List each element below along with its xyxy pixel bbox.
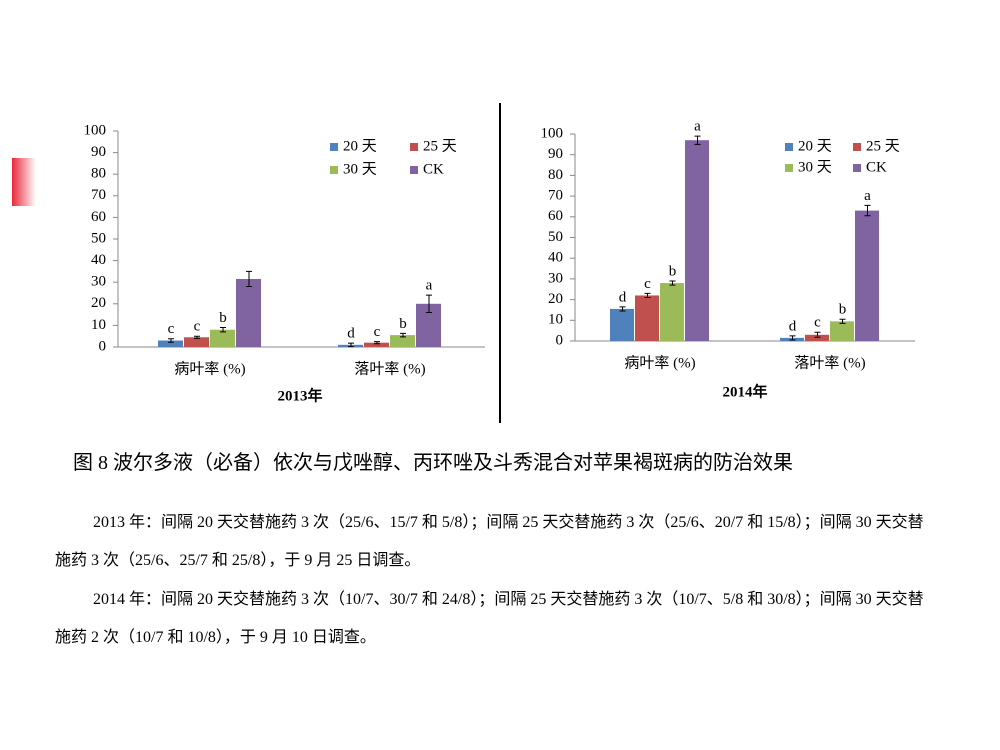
error-bar [348,342,354,348]
y-tick-label: 50 [91,230,106,246]
legend-swatch [853,164,861,172]
legend-swatch [785,164,793,172]
x-tick-label: 落叶率 (%) [794,354,865,371]
bar [805,334,829,341]
significance-label: a [426,278,433,294]
bar [855,210,879,341]
y-tick-label: 90 [91,144,106,160]
y-tick-label: 30 [91,274,106,290]
error-bar [194,335,200,339]
significance-label: d [347,326,355,342]
significance-label: c [168,321,175,337]
legend-label: 20 天 [343,138,377,154]
bar [158,340,183,347]
significance-label: d [789,318,797,334]
error-bar [246,270,252,288]
error-bar [669,280,676,286]
y-tick-label: 30 [548,270,563,286]
y-tick-label: 20 [91,295,106,311]
figure-caption: 图 8 波尔多液（必备）依次与戊唑醇、丙环唑及斗秀混合对苹果褐斑病的防治效果 [73,452,793,474]
bar [610,308,634,341]
significance-label: a [864,188,871,204]
error-bar [789,335,796,341]
legend-swatch [330,143,338,151]
legend-label: 25 天 [866,138,900,154]
significance-label: b [219,310,227,326]
paragraph: 2013 年：间隔 20 天交替施药 3 次（25/6、15/7 和 5/8）；… [55,514,924,569]
bar [830,321,854,341]
legend-swatch [330,166,338,174]
y-tick-label: 60 [548,208,563,224]
significance-label: c [644,276,651,292]
chart-title: 2014年 [722,382,767,400]
x-tick-label: 病叶率 (%) [624,354,695,371]
legend-swatch [410,143,418,151]
significance-label: b [839,302,847,318]
significance-label: b [399,316,407,332]
y-tick-label: 40 [548,250,563,266]
bar [390,335,415,347]
legend-swatch [853,143,861,151]
significance-label: d [619,289,627,305]
y-tick-label: 0 [99,338,107,354]
significance-label: c [814,315,821,331]
significance-label: a [694,119,701,135]
paragraph: 2014 年：间隔 20 天交替施药 3 次（10/7、30/7 和 24/8）… [55,591,924,646]
legend-label: 20 天 [798,138,832,154]
bar [236,278,261,347]
y-tick-label: 100 [541,125,564,141]
bar [660,283,684,341]
y-tick-label: 90 [548,146,563,162]
y-tick-label: 80 [548,167,563,183]
legend-label: CK [866,159,887,175]
error-bar [839,318,846,324]
legend-label: 25 天 [423,138,457,154]
y-tick-label: 70 [548,188,563,204]
legend-swatch [410,166,418,174]
y-tick-label: 0 [556,332,564,348]
y-tick-label: 10 [548,312,563,328]
y-tick-label: 40 [91,252,106,268]
error-bar [168,338,174,343]
error-bar [374,341,380,345]
bar [635,295,659,341]
legend-swatch [785,143,793,151]
error-bar [426,294,432,313]
bar [184,337,209,347]
bar [210,329,235,347]
bar [364,342,389,347]
error-bar [694,135,701,145]
x-tick-label: 落叶率 (%) [354,360,425,377]
legend-label: 30 天 [343,161,377,177]
significance-label: c [194,319,201,335]
bar [685,140,709,341]
y-tick-label: 70 [91,187,106,203]
y-tick-label: 80 [91,166,106,182]
y-tick-label: 50 [548,229,563,245]
legend-label: CK [423,161,444,177]
significance-label: c [374,324,381,340]
y-tick-label: 100 [84,122,107,138]
chart-title: 2013年 [277,386,322,404]
y-tick-label: 60 [91,209,106,225]
y-tick-label: 20 [548,291,563,307]
error-bar [400,332,406,338]
significance-label: b [669,263,677,279]
x-tick-label: 病叶率 (%) [174,360,245,377]
error-bar [814,331,821,338]
error-bar [864,204,871,217]
error-bar [220,327,226,333]
legend-label: 30 天 [798,159,832,175]
error-bar [644,292,651,299]
decor-bar [12,158,36,206]
y-tick-label: 10 [91,317,106,333]
error-bar [619,306,626,312]
